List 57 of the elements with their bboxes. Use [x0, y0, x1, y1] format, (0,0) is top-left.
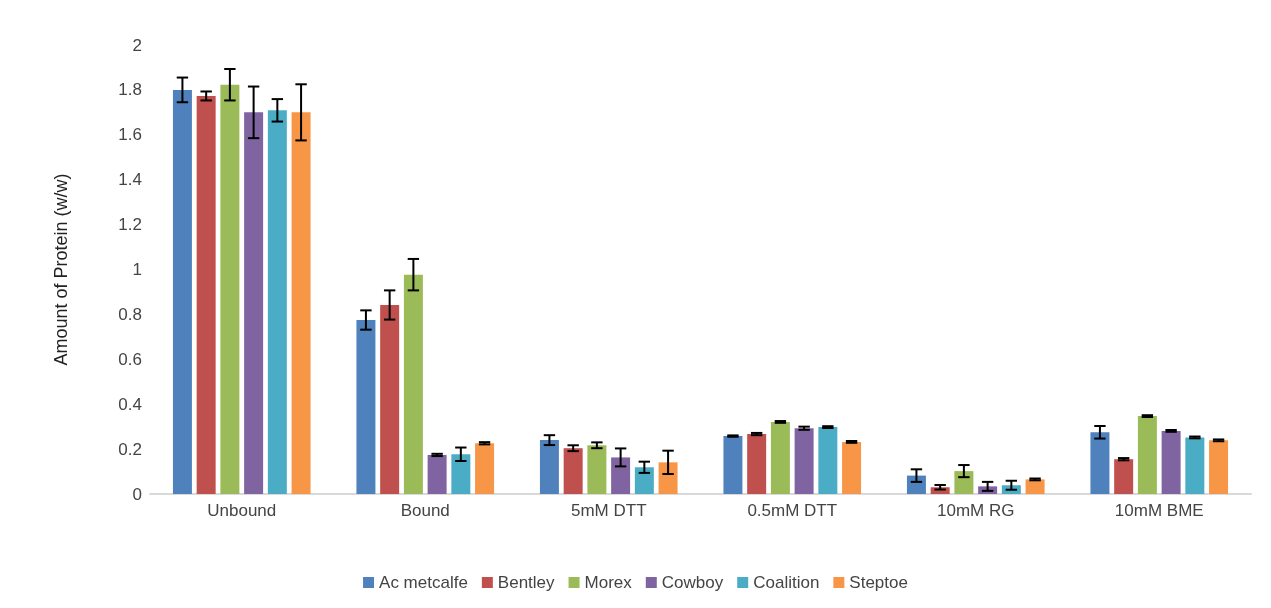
x-tick-label: Bound	[400, 501, 450, 520]
bar	[451, 454, 471, 494]
bar	[196, 95, 216, 494]
bar	[658, 462, 678, 494]
x-tick-label: 0.5mM DTT	[747, 501, 838, 520]
y-tick-label: 0.6	[118, 349, 142, 369]
y-tick-label: 1.2	[118, 215, 142, 235]
bar	[611, 457, 631, 494]
bar	[427, 454, 447, 494]
bar	[747, 434, 767, 494]
bar	[818, 427, 838, 494]
bar	[1137, 416, 1157, 494]
bar	[634, 467, 654, 494]
bar	[563, 448, 583, 494]
bar	[1025, 479, 1045, 494]
bar	[403, 274, 423, 494]
x-tick-label: 5mM DTT	[570, 501, 647, 520]
y-tick-label: 1.6	[118, 125, 142, 145]
y-axis-title: Amount of Protein (w/w)	[51, 173, 71, 366]
bar	[172, 89, 192, 494]
bar	[356, 320, 376, 494]
bar	[475, 443, 495, 494]
y-tick-label: 0.4	[118, 394, 142, 414]
y-tick-label: 2	[132, 35, 142, 55]
bar	[842, 441, 862, 494]
x-tick-label: 10mM RG	[937, 501, 1015, 520]
bar	[1185, 437, 1205, 494]
bar	[587, 445, 607, 494]
legend-label: Cowboy	[661, 573, 724, 592]
legend-label: Morex	[584, 573, 633, 592]
legend-label: Ac metcalfe	[379, 573, 468, 592]
y-tick-label: 0	[132, 484, 142, 504]
bar	[954, 471, 974, 494]
legend-label: Coalition	[753, 573, 820, 592]
bar	[1161, 430, 1181, 494]
y-tick-label: 0.8	[118, 304, 142, 324]
x-tick-label: Unbound	[207, 501, 277, 520]
bar	[1090, 432, 1110, 494]
bar	[539, 440, 559, 494]
y-tick-label: 1.4	[118, 170, 142, 190]
legend-label: Bentley	[497, 573, 556, 592]
y-tick-label: 0.2	[118, 439, 142, 459]
y-tick-label: 1	[132, 260, 142, 279]
bar	[291, 112, 311, 494]
x-tick-label: 10mM BME	[1114, 501, 1204, 520]
bar	[1209, 440, 1229, 494]
bar	[267, 110, 287, 494]
bar	[380, 304, 400, 494]
bar	[794, 428, 814, 494]
legend-label: Steptoe	[849, 573, 908, 592]
bar	[906, 475, 926, 494]
bar	[723, 436, 743, 494]
bar	[244, 112, 264, 494]
y-tick-label: 1.8	[118, 80, 142, 100]
bar	[1114, 459, 1134, 494]
bar	[220, 84, 240, 494]
bar	[770, 421, 790, 494]
